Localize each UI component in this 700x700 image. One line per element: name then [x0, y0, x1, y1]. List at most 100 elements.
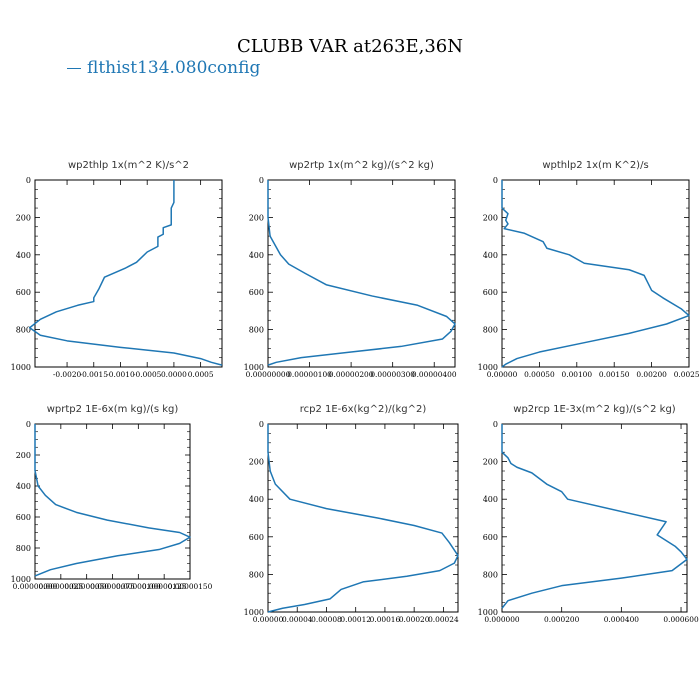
- x-tick-label: 0.00150: [599, 370, 630, 379]
- y-tick-label: 600: [16, 513, 31, 522]
- y-tick-label: 0: [259, 420, 264, 429]
- x-tick-label: 0.000200: [544, 615, 580, 624]
- y-tick-label: 0: [259, 176, 264, 185]
- x-tick-label: 0.00000025: [38, 582, 83, 591]
- legend: flthist134.080config: [67, 58, 260, 78]
- series-line: [267, 180, 456, 366]
- plot-frame: [501, 423, 688, 613]
- y-tick-label: 600: [483, 288, 498, 297]
- y-tick-label: 0: [493, 420, 498, 429]
- y-tick-label: 400: [249, 495, 264, 504]
- y-tick-label: 600: [249, 288, 264, 297]
- y-tick-label: 200: [16, 213, 31, 222]
- x-tick-label: 0.00200: [636, 370, 667, 379]
- series-line: [34, 424, 191, 577]
- x-tick-label: 0.00000: [253, 615, 284, 624]
- x-tick-label: 0.000000: [484, 615, 520, 624]
- y-tick-label: 600: [249, 533, 264, 542]
- panel-5: rcp2 1E-6x(kg^2)/(kg^2) 0 200 400 600 800 1000…: [244, 404, 459, 624]
- y-tick-label: 800: [249, 326, 264, 335]
- legend-line-swatch: [67, 68, 81, 69]
- series-line: [501, 424, 688, 609]
- y-tick-label: 200: [16, 451, 31, 460]
- x-tick-label: 0.00008: [311, 615, 342, 624]
- chart-title: CLUBB VAR at263E,36N: [237, 36, 463, 57]
- y-tick-label: 1000: [11, 575, 31, 584]
- x-tick-label: -0.0020: [53, 370, 82, 379]
- plot-frame: [34, 179, 223, 368]
- panel-3: wpthlp2 1x(m K^2)/s020040060080010000.00…: [478, 160, 700, 379]
- panel-4: wprtp2 1E-6x(m kg)/(s kg) 0 200 400 600 800 10…: [11, 404, 213, 591]
- x-tick-label: -0.0010: [106, 370, 135, 379]
- y-tick-label: 800: [16, 326, 31, 335]
- panel-title: wp2rtp 1x(m^2 kg)/(s^2 kg): [289, 160, 434, 171]
- plot-frame: [267, 423, 459, 613]
- y-tick-label: 1000: [244, 608, 264, 617]
- x-tick-label: -0.0015: [80, 370, 109, 379]
- y-tick-label: 800: [483, 570, 498, 579]
- x-tick-label: 0.00004: [282, 615, 313, 624]
- y-tick-label: 400: [483, 251, 498, 260]
- x-tick-label: 0.00000300: [370, 370, 415, 379]
- y-tick-label: 800: [249, 570, 264, 579]
- legend-label: flthist134.080config: [87, 58, 261, 78]
- y-tick-label: 400: [16, 251, 31, 260]
- y-tick-label: 0: [493, 176, 498, 185]
- y-tick-label: 1000: [478, 363, 498, 372]
- y-tick-label: 1000: [478, 608, 498, 617]
- y-tick-label: 600: [483, 533, 498, 542]
- y-tick-label: 200: [483, 458, 498, 467]
- y-tick-label: 400: [483, 495, 498, 504]
- panel-title: wp2rcp 1E-3x(m^2 kg)/(s^2 kg): [513, 404, 676, 415]
- x-tick-label: 0.00000200: [329, 370, 374, 379]
- x-tick-label: -0.0005: [133, 370, 162, 379]
- y-tick-label: 200: [483, 213, 498, 222]
- x-tick-label: 0.00000100: [116, 582, 161, 591]
- series-line: [501, 180, 690, 368]
- y-tick-label: 0: [26, 420, 31, 429]
- x-tick-label: 0.000600: [663, 615, 699, 624]
- x-tick-label: 0.00000100: [287, 370, 332, 379]
- x-tick-label: 0.00000150: [168, 582, 213, 591]
- y-tick-label: 800: [483, 326, 498, 335]
- x-tick-label: 0.00100: [562, 370, 593, 379]
- y-tick-label: 200: [249, 458, 264, 467]
- x-tick-label: 0.00000000: [13, 582, 58, 591]
- x-tick-label: 0.0005: [188, 370, 214, 379]
- y-tick-label: 1000: [244, 363, 264, 372]
- x-tick-label: 0.00012: [340, 615, 371, 624]
- x-tick-label: 0.00050: [524, 370, 555, 379]
- y-tick-label: 400: [16, 482, 31, 491]
- y-tick-label: 0: [26, 176, 31, 185]
- y-tick-label: 800: [16, 544, 31, 553]
- x-tick-label: 0.00000400: [412, 370, 457, 379]
- plot-frame: [267, 179, 456, 368]
- panel-title: rcp2 1E-6x(kg^2)/(kg^2): [300, 404, 427, 415]
- y-tick-label: 600: [16, 288, 31, 297]
- x-tick-label: 0.000400: [604, 615, 640, 624]
- series-line: [28, 180, 223, 366]
- x-tick-label: 0.00000050: [64, 582, 109, 591]
- panel-title: wp2thlp 1x(m^2 K)/s^2: [68, 160, 189, 171]
- panel-2: wp2rtp 1x(m^2 kg)/(s^2 kg) 0 200 400 600 800 1…: [244, 160, 457, 379]
- panel-title: wprtp2 1E-6x(m kg)/(s kg): [47, 404, 179, 415]
- x-tick-label: 0.00016: [370, 615, 401, 624]
- y-tick-label: 400: [249, 251, 264, 260]
- plot-frame: [501, 179, 690, 368]
- panel-title: wpthlp2 1x(m K^2)/s: [542, 160, 648, 171]
- y-tick-label: 200: [249, 213, 264, 222]
- x-tick-label: 0.00000000: [246, 370, 291, 379]
- x-tick-label: 0.00000: [487, 370, 518, 379]
- series-line: [267, 424, 459, 613]
- y-tick-label: 1000: [11, 363, 31, 372]
- panel-6: wp2rcp 1E-3x(m^2 kg)/(s^2 kg) 0 200 400 600 8…: [478, 404, 699, 624]
- plot-frame: [34, 423, 191, 580]
- x-tick-label: 0.00024: [428, 615, 459, 624]
- x-tick-label: 0.00000125: [142, 582, 187, 591]
- x-tick-label: 0.0000: [161, 370, 187, 379]
- x-tick-label: 0.00000075: [90, 582, 135, 591]
- x-tick-label: 0.00020: [399, 615, 430, 624]
- panel-1: wp2thlp 1x(m^2 K)/s^2 0 200 400 600 800 1000 -0…: [11, 160, 223, 379]
